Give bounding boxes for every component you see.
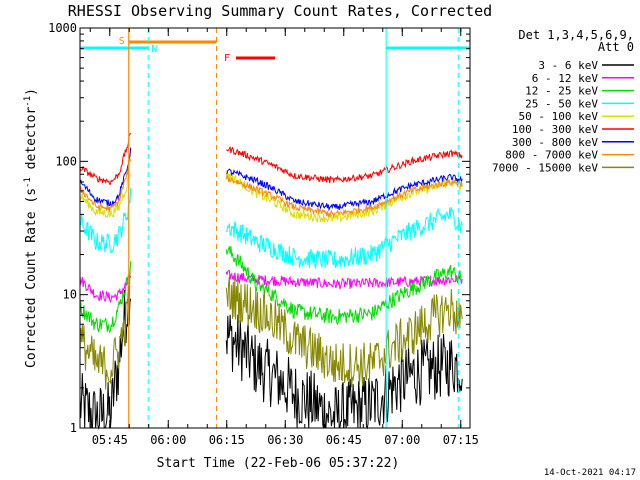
- legend-label-7: 300 - 800 keV: [512, 136, 598, 149]
- series-line-9-seg2: [225, 276, 463, 388]
- y-tick-label: 10: [63, 288, 77, 302]
- x-tick-label: 06:00: [150, 433, 186, 447]
- series-line-2-seg1: [79, 275, 132, 304]
- legend-label-6: 100 - 300 keV: [512, 123, 598, 136]
- night-label: N: [151, 44, 157, 55]
- axes: 1 10 100 1000 05:45 06:00 06:15 06:30 06:45 07:00…: [48, 21, 479, 447]
- series-line-4-seg2: [225, 207, 463, 269]
- x-axis-label: Start Time (22-Feb-06 05:37:22): [157, 456, 400, 471]
- legend-label-8: 800 - 7000 keV: [505, 149, 598, 162]
- series-line-7-seg2: [226, 168, 463, 212]
- legend-header-2: Att 0: [598, 40, 634, 54]
- series-line-3-seg2: [225, 246, 463, 326]
- y-axis-label-end: ): [24, 88, 39, 96]
- x-tick-label: 07:00: [384, 433, 420, 447]
- y-axis-label-sup2: -1: [23, 96, 33, 107]
- y-tick-label: 100: [55, 154, 77, 168]
- legend-label-1: 3 - 6 keV: [538, 59, 598, 72]
- series-line-7-seg1: [79, 147, 132, 208]
- legend-label-5: 50 - 100 keV: [519, 110, 599, 123]
- y-tick-label: 1: [70, 421, 77, 435]
- legend-label-3: 12 - 25 keV: [525, 85, 598, 98]
- series-line-8-seg2: [225, 173, 463, 219]
- x-tick-label: 06:30: [267, 433, 303, 447]
- series-line-9-seg1: [79, 272, 131, 390]
- y-axis-label-sup1: -1: [23, 177, 33, 188]
- saa-label: S: [119, 36, 125, 47]
- legend-label-9: 7000 - 15000 keV: [492, 161, 598, 174]
- x-tick-label: 06:45: [326, 433, 362, 447]
- chart-title: RHESSI Observing Summary Count Rates, Co…: [68, 2, 492, 20]
- flare-label: F: [224, 53, 230, 64]
- y-axis-label: Corrected Count Rate (s-1 detector-1): [23, 88, 39, 368]
- series-line-8-seg1: [79, 158, 132, 212]
- series-line-5-seg1: [79, 173, 131, 218]
- x-tick-label: 07:15: [443, 433, 479, 447]
- y-axis-label-main: Corrected Count Rate (s: [24, 188, 39, 368]
- legend-label-4: 25 - 50 keV: [525, 97, 598, 110]
- footer-date: 14-Oct-2021 04:17: [544, 468, 636, 478]
- plot-frame: [79, 27, 471, 429]
- y-tick-label: 1000: [48, 21, 77, 35]
- x-tick-label: 05:45: [92, 433, 128, 447]
- legend-label-2: 6 - 12 keV: [532, 72, 599, 85]
- y-axis-label-mid: detector: [24, 107, 39, 178]
- plot-area: S N F: [79, 28, 470, 430]
- series-line-4-seg1: [79, 187, 132, 254]
- series-line-3-seg1: [79, 261, 132, 334]
- series-line-6-seg2: [226, 146, 463, 184]
- series-line-6-seg1: [79, 132, 132, 185]
- series-line-1-seg1: [79, 285, 132, 430]
- x-tick-label: 06:15: [209, 433, 245, 447]
- legend-header-1: Det 1,3,4,5,6,9,: [518, 28, 634, 42]
